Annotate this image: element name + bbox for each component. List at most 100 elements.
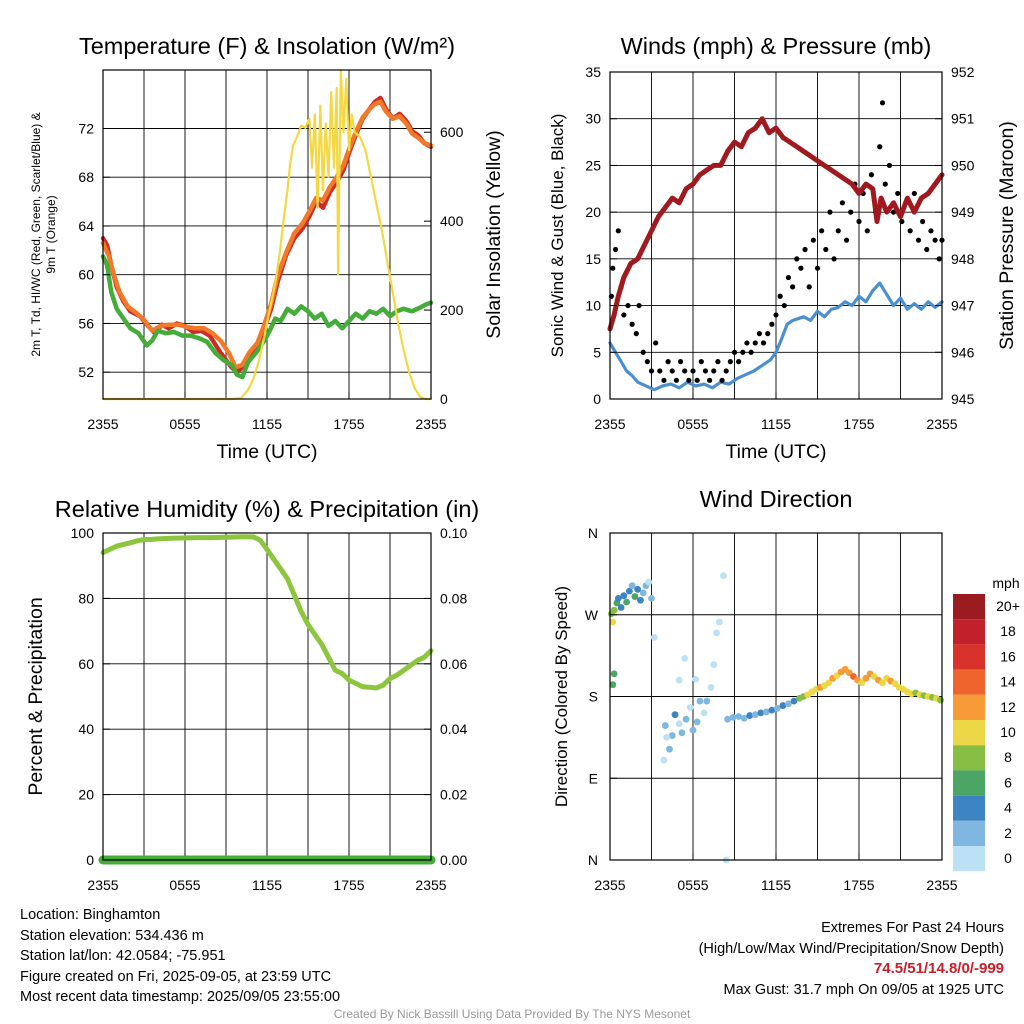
x-tick-label: 2355	[594, 416, 625, 432]
x-tick-label: 0555	[677, 877, 708, 893]
y2-tick-label: 0.10	[440, 525, 467, 541]
direction-point	[713, 629, 720, 637]
extremes-summary: Extremes For Past 24 Hours (High/Low/Max…	[699, 918, 1004, 1000]
series-line	[101, 68, 433, 401]
direction-point	[678, 729, 686, 737]
gust-point	[653, 340, 659, 346]
gust-point	[856, 218, 862, 225]
colorbar-label: 4	[1004, 800, 1012, 816]
gust-point	[690, 368, 696, 374]
colorbar-label: 0	[1004, 850, 1012, 866]
gust-point	[920, 218, 926, 225]
colorbar-label: 6	[1004, 774, 1012, 790]
gust-point	[669, 368, 675, 374]
x-axis-label: Time (UTC)	[725, 441, 826, 463]
gust-point	[748, 349, 754, 355]
direction-point	[610, 606, 618, 614]
y-tick-label: 64	[78, 218, 94, 234]
series-line	[100, 99, 434, 370]
gust-point	[665, 359, 671, 365]
winds-pressure-panel: 2355 0555 1155 1755 2355 Winds (mph) & Pressu…	[548, 33, 1018, 463]
direction-point	[689, 726, 697, 734]
y-tick-label: 72	[78, 120, 94, 136]
gust-point	[864, 228, 870, 234]
y2-tick-label: 952	[951, 64, 975, 80]
x-tick-label: 2355	[415, 877, 446, 893]
direction-point	[675, 720, 683, 728]
gust-point	[877, 144, 883, 150]
colorbar-label: 18	[1000, 623, 1016, 639]
direction-point	[729, 713, 737, 721]
direction-point	[617, 604, 625, 611]
gust-point	[932, 237, 938, 243]
direction-point	[696, 697, 704, 705]
gust-point	[827, 209, 833, 215]
x-tick-label: 2355	[594, 877, 625, 893]
series-line	[100, 534, 434, 691]
gust-point	[661, 377, 667, 383]
y2-axis-label: Solar Insolation (Yellow)	[483, 130, 505, 338]
gust-point	[615, 228, 621, 234]
colorbar-units: mph	[992, 575, 1019, 591]
y-tick-label: 80	[78, 590, 94, 606]
gust-point	[736, 359, 742, 365]
gust-point	[886, 162, 893, 169]
gust-point	[806, 284, 812, 290]
gust-point	[707, 377, 713, 383]
latlon-text: Station lat/lon: 42.0584; -75.951	[20, 948, 226, 964]
y2-tick-label: 0.08	[440, 590, 467, 606]
x-tick-label: 0555	[169, 416, 200, 432]
direction-point	[648, 595, 655, 602]
temperature-insolation-panel: 2355 0555 1155 1755 2355 Temperature (F) & In…	[29, 33, 505, 463]
direction-point	[686, 704, 694, 711]
gust-point	[694, 377, 700, 383]
y-tick-label: E	[589, 770, 598, 786]
x-tick-label: 2355	[87, 416, 118, 432]
direction-point	[735, 713, 743, 720]
direction-point	[620, 592, 628, 600]
gust-point	[702, 368, 709, 374]
y2-tick-label: 0.04	[440, 721, 467, 737]
direction-point	[625, 587, 633, 595]
gust-point	[839, 200, 846, 206]
x-tick-label: 1755	[333, 416, 364, 432]
gust-point	[924, 246, 930, 253]
gust-point	[686, 377, 692, 383]
colorbar-swatch	[953, 846, 985, 872]
x-tick-label: 2355	[926, 877, 957, 893]
gust-point	[899, 218, 905, 225]
y-tick-label: 100	[71, 525, 95, 541]
humidity-precipitation-panel: 2355 0555 1155 1755 2355 Relative Humidity (%…	[25, 496, 479, 893]
y-tick-label: 68	[78, 169, 94, 185]
colorbar-swatch	[953, 745, 985, 771]
gust-point	[835, 228, 841, 234]
direction-point	[751, 711, 759, 719]
y-tick-label: 5	[593, 344, 601, 360]
direction-point	[639, 589, 647, 597]
colorbar-label: 12	[1000, 699, 1016, 715]
gust-point	[727, 359, 733, 365]
y-tick-label: W	[585, 607, 599, 623]
colorbar-label: 2	[1004, 825, 1012, 841]
colorbar-label: 14	[1000, 674, 1016, 690]
colorbar-swatch	[953, 795, 985, 821]
gust-point	[785, 274, 792, 281]
gust-point	[843, 237, 850, 243]
gust-point	[760, 340, 767, 346]
colorbar-label: 10	[1000, 724, 1016, 740]
colorbar-swatch	[953, 669, 985, 695]
y2-tick-label: 947	[951, 298, 975, 314]
x-tick-label: 0555	[677, 416, 708, 432]
plot-frame	[102, 532, 432, 861]
gust-point	[673, 377, 680, 383]
x-tick-label: 1155	[761, 877, 791, 893]
plot-frame	[609, 71, 943, 400]
y-tick-label: 30	[585, 111, 601, 127]
direction-point	[720, 572, 727, 580]
direction-point	[645, 578, 653, 586]
direction-point	[682, 715, 690, 723]
y-tick-label: N	[588, 852, 598, 868]
y-tick-label: 10	[585, 298, 601, 314]
plot-frame	[102, 69, 432, 400]
gust-point	[879, 100, 886, 106]
